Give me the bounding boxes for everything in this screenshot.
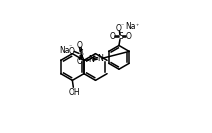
Text: O: O bbox=[69, 47, 75, 56]
Text: N: N bbox=[97, 54, 103, 63]
Text: O: O bbox=[77, 41, 83, 50]
Text: OH: OH bbox=[68, 88, 80, 97]
Text: O: O bbox=[77, 57, 83, 66]
Text: ⁺: ⁺ bbox=[135, 24, 138, 29]
Text: Na: Na bbox=[59, 46, 69, 55]
Text: S: S bbox=[119, 32, 123, 41]
Text: ⁻: ⁻ bbox=[120, 24, 124, 29]
Text: N: N bbox=[88, 55, 94, 64]
Text: Na: Na bbox=[126, 22, 136, 31]
Text: ⁻: ⁻ bbox=[68, 45, 72, 50]
Text: O: O bbox=[126, 32, 132, 41]
Text: O: O bbox=[110, 32, 116, 41]
Text: S: S bbox=[79, 49, 83, 58]
Text: O: O bbox=[116, 24, 122, 33]
